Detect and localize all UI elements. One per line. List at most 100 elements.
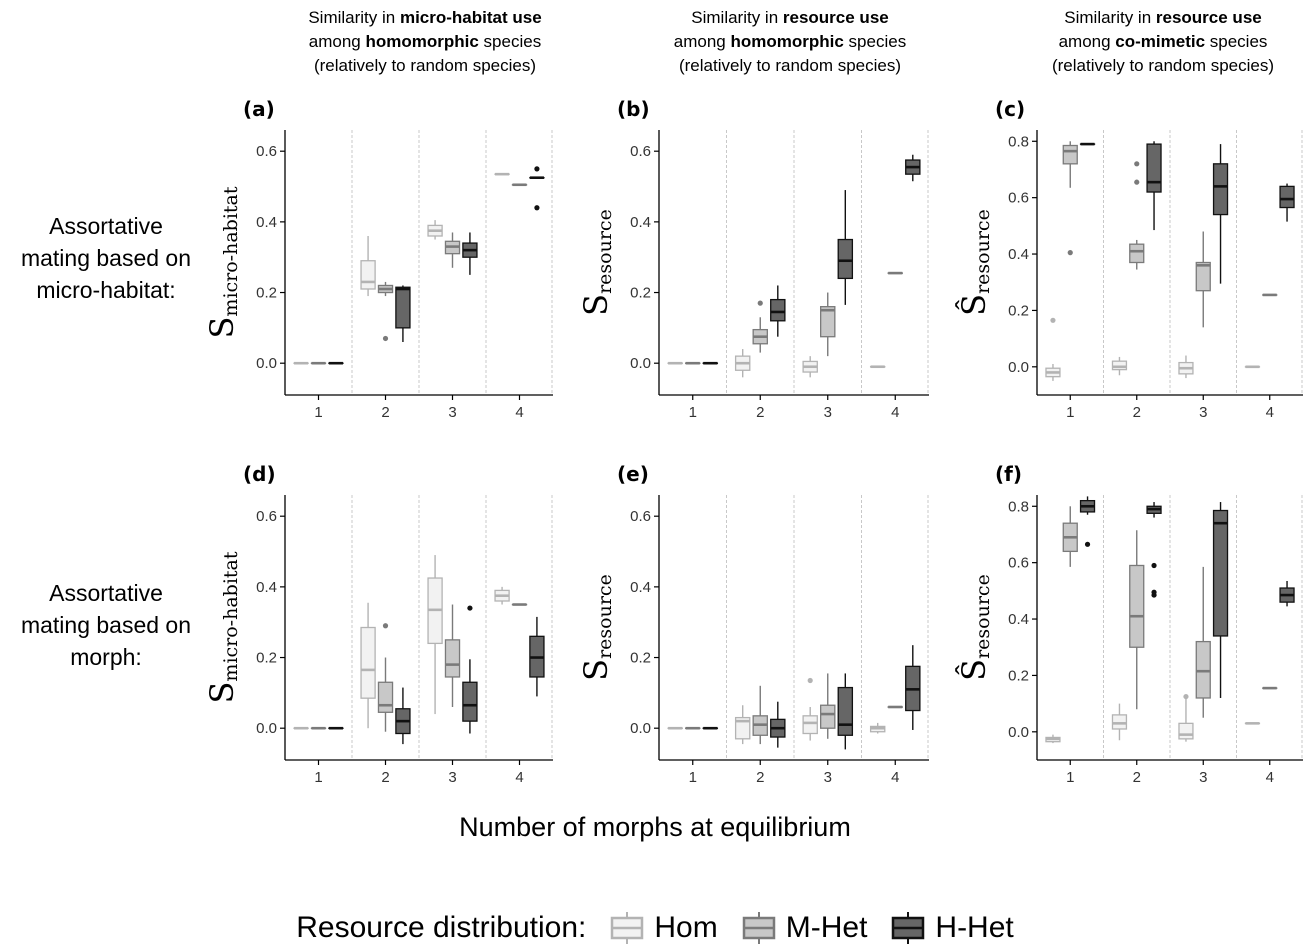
x-tick-label: 4 [1266, 769, 1274, 786]
x-tick-label: 2 [1133, 769, 1141, 786]
box-hom-2 [360, 602, 376, 729]
box-h-het-2 [395, 285, 411, 342]
x-tick-label: 1 [1066, 404, 1074, 421]
box-m-het-3 [820, 292, 836, 357]
panel-e: 0.0 0.2 0.4 0.6 1 2 3 4 (e) Sresource [577, 462, 929, 786]
box-h-het-3 [462, 232, 478, 275]
y-tick-label: 0.2 [256, 285, 277, 302]
outlier-point [382, 623, 389, 629]
y-tick-label: 0.6 [630, 143, 651, 160]
box-body [395, 286, 411, 329]
y-tick-label: 0.0 [256, 720, 277, 737]
legend-label-hom: Hom [654, 911, 718, 944]
y-tick-label: 0.6 [256, 143, 277, 160]
x-tick-label: 1 [689, 769, 697, 786]
outlier-point [1151, 562, 1157, 569]
y-axis-label: Smicro-habitat [203, 551, 242, 703]
box-hom-1 [1045, 317, 1061, 381]
column-title-1: Similarity in micro-habitat use among ho… [308, 8, 542, 75]
y-tick-label: 0.0 [256, 355, 277, 372]
outlier-point [807, 677, 813, 684]
x-tick-label: 3 [448, 404, 456, 421]
column-title-2: Similarity in resource use among homomor… [673, 8, 907, 75]
y-tick-label: 0.8 [1008, 133, 1029, 150]
y-tick-label: 0.4 [1008, 611, 1029, 628]
box-hom-1 [1045, 734, 1061, 744]
panel-label: (e) [617, 462, 649, 486]
legend: Resource distribution: Hom M-Het H-Het [0, 906, 1310, 950]
legend-item-h-het: H-Het [891, 911, 1014, 945]
box-body [734, 716, 751, 740]
x-tick-label: 3 [1199, 404, 1207, 421]
panel-label: (b) [617, 97, 650, 121]
panel-label: (d) [243, 462, 276, 486]
outlier-point [1134, 161, 1140, 167]
box-body [802, 715, 818, 735]
box-hom-3 [802, 677, 818, 741]
box-h-het-4 [1279, 580, 1295, 607]
x-tick-label: 3 [448, 769, 456, 786]
panel-label: (f) [995, 462, 1022, 486]
x-tick-label: 3 [1199, 769, 1207, 786]
x-tick-label: 1 [1066, 769, 1074, 786]
box-body [837, 238, 854, 280]
outlier-point [467, 605, 473, 611]
x-tick-label: 4 [1266, 404, 1274, 421]
column-title-3: Similarity in resource use among co-mime… [1051, 8, 1275, 75]
box-hom-4 [494, 586, 510, 605]
x-tick-label: 4 [891, 404, 899, 421]
box-body [770, 298, 786, 322]
outlier-point [534, 166, 540, 172]
box-body [444, 639, 461, 678]
panel-label: (c) [995, 97, 1025, 121]
box-h-het-3 [837, 673, 854, 750]
x-tick-label: 3 [824, 769, 832, 786]
outlier-point [1084, 541, 1091, 547]
box-h-het-3 [1212, 502, 1229, 698]
box-m-het-3 [820, 673, 836, 739]
box-hom-3 [802, 356, 818, 378]
box-body [462, 681, 478, 722]
y-tick-label: 0.4 [630, 579, 651, 596]
y-tick-label: 0.2 [630, 285, 651, 302]
box-body [360, 260, 376, 290]
box-m-het-2 [377, 623, 394, 732]
box-body [1212, 509, 1229, 637]
y-tick-label: 0.2 [1008, 667, 1029, 684]
y-tick-label: 0.4 [1008, 246, 1029, 263]
box-h-het-4 [529, 166, 545, 211]
box-h-het-2 [1146, 502, 1162, 598]
y-tick-label: 0.6 [1008, 555, 1029, 572]
legend-title: Resource distribution: [296, 911, 587, 944]
y-tick-label: 0.6 [630, 508, 651, 525]
row-label-morph: Assortative mating based on morph: [20, 580, 192, 670]
y-tick-label: 0.0 [1008, 724, 1029, 741]
box-h-het-3 [1212, 144, 1229, 284]
legend-item-hom: Hom [610, 911, 718, 945]
y-tick-label: 0.8 [1008, 498, 1029, 515]
box-body [1129, 243, 1145, 264]
legend-item-m-het: M-Het [742, 911, 868, 945]
legend-label-h-het: H-Het [935, 911, 1014, 944]
outlier-point [1151, 589, 1157, 595]
x-tick-label: 2 [381, 769, 389, 786]
x-tick-label: 2 [1133, 404, 1141, 421]
box-h-het-1 [1079, 496, 1096, 547]
box-body [1178, 722, 1194, 740]
box-body [820, 704, 836, 729]
box-body [1195, 261, 1211, 292]
y-tick-label: 0.0 [1008, 359, 1029, 376]
box-hom-3 [1178, 693, 1194, 742]
box-body [1062, 144, 1078, 165]
legend-label-m-het: M-Het [785, 911, 868, 944]
x-tick-label: 2 [756, 404, 764, 421]
box-m-het-2 [1129, 161, 1145, 270]
outlier-point [1134, 179, 1140, 185]
box-hom-2 [734, 705, 751, 745]
row-label-micro-habitat: Assortative mating based on micro-habita… [20, 213, 192, 303]
box-body [1129, 564, 1145, 648]
box-h-het-4 [905, 645, 921, 730]
y-tick-label: 0.0 [630, 720, 651, 737]
legend-key-hom [611, 912, 644, 944]
